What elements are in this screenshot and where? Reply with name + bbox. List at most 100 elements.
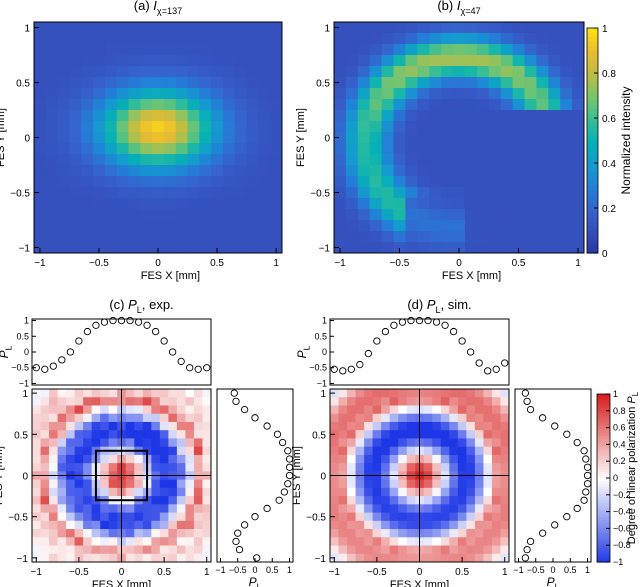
panel-b-cell [381, 132, 395, 144]
panel-b-cell [453, 132, 466, 144]
colorbar-intensity-step [587, 136, 598, 142]
panel-d-cell [389, 405, 399, 415]
panel-a-y-tick-label: 0.5 [16, 78, 30, 89]
panel-a-cell [187, 231, 200, 243]
panel-d-cell [474, 487, 484, 497]
panel-d-cell [440, 512, 450, 522]
panel-c-cell [185, 520, 195, 530]
panel-d-side-profile-point [573, 504, 581, 513]
panel-c-side-profile-point [230, 389, 238, 397]
panel-a-cell [69, 66, 82, 78]
panel-b-cell [417, 231, 430, 243]
panel-a-cell [163, 143, 177, 155]
panel-b-cell [500, 110, 514, 122]
panel-a-cell [93, 55, 106, 67]
panel-b-cell [476, 121, 490, 133]
panel-c-cell [134, 545, 144, 555]
panel-a-cell [246, 121, 259, 133]
colorbar-polarization-step [597, 427, 610, 431]
panel-d-cell [338, 520, 348, 530]
panel-b-cell [405, 154, 418, 166]
panel-b-cell [464, 198, 478, 210]
panel-b-cell [464, 99, 478, 111]
panel-c-cell [32, 520, 42, 530]
panel-c-cell [159, 529, 169, 538]
panel-d-cell [423, 430, 433, 439]
panel-a-cell [34, 165, 47, 177]
panel-c-cell [100, 405, 110, 415]
panel-a-cell [104, 209, 118, 221]
panel-a-cell [34, 55, 47, 67]
panel-d-y-tick-label: 0.5 [312, 430, 326, 441]
panel-a-cell [234, 88, 248, 100]
panel-d-cell [440, 405, 450, 415]
panel-c-cell [185, 454, 195, 464]
panel-d-cell [440, 520, 450, 530]
panel-d-cell [338, 405, 348, 415]
panel-b-cell [536, 154, 549, 166]
panel-d-cell [457, 512, 467, 522]
panel-d-cell [483, 512, 493, 522]
panel-d-cell [449, 463, 459, 472]
panel-a-cell [211, 154, 224, 166]
panel-d-cell [474, 529, 484, 538]
panel-a-cell [152, 242, 165, 254]
panel-b-cell [405, 22, 418, 34]
panel-b-cell [548, 22, 561, 34]
panel-b-cell [512, 132, 525, 144]
panel-c-cell [83, 463, 93, 472]
colorbar-polarization-step [597, 559, 610, 563]
panel-d-top-profile-tick-label: 0 [322, 347, 327, 357]
panel-a-cell [104, 22, 118, 34]
panel-c-cell [142, 512, 152, 522]
panel-d-cell [449, 446, 459, 456]
panel-a-cell [175, 176, 189, 188]
panel-d-cell [364, 397, 374, 406]
panel-a-cell [140, 33, 153, 45]
panel-a-cell [222, 77, 236, 89]
panel-d-cell [466, 413, 476, 423]
panel-c-cell [159, 512, 169, 522]
panel-a-cell [234, 231, 248, 243]
panel-b-cell [572, 165, 585, 177]
panel-b-cell [381, 33, 395, 45]
panel-d-cell [338, 463, 348, 472]
panel-d-cell [483, 397, 493, 406]
panel-c-cell [32, 438, 42, 448]
panel-a-cell [163, 231, 177, 243]
panel-c-cell [66, 487, 76, 497]
panel-a-cell [81, 209, 94, 221]
panel-b-cell [453, 33, 466, 45]
colorbar-polarization-step [597, 410, 610, 415]
panel-d-cell [500, 421, 510, 431]
panel-b-cell [334, 44, 347, 56]
panel-b-cell [405, 143, 418, 155]
panel-c-cell [57, 487, 67, 497]
panel-b-cell [464, 88, 478, 100]
panel-b-x-tick-label: −0.5 [390, 258, 410, 269]
panel-c-cell [57, 438, 67, 448]
panel-c-cell [168, 520, 178, 530]
panel-a-cell [104, 77, 118, 89]
panel-a-cell [175, 110, 189, 122]
panel-b-cell [357, 187, 371, 199]
panel-d-cell [355, 529, 365, 538]
panel-c-cell [83, 545, 93, 555]
panel-a-cell [116, 242, 129, 254]
panel-c-cell [159, 430, 169, 439]
panel-a-cell [45, 198, 59, 210]
panel-c-cell [83, 512, 93, 522]
panel-a-cell [116, 220, 129, 232]
panel-a-cell [270, 209, 283, 221]
panel-b-cell [405, 231, 418, 243]
colorbar-polarization-step [597, 447, 610, 451]
panel-c-cell [66, 479, 76, 489]
panel-d-cell [389, 413, 399, 423]
panel-a-cell [211, 55, 224, 67]
panel-b-cell [429, 209, 442, 221]
panel-b-cell [405, 121, 418, 133]
panel-c-cell [57, 413, 67, 423]
colorbar-intensity-step [587, 217, 598, 223]
panel-b-cell [500, 154, 514, 166]
